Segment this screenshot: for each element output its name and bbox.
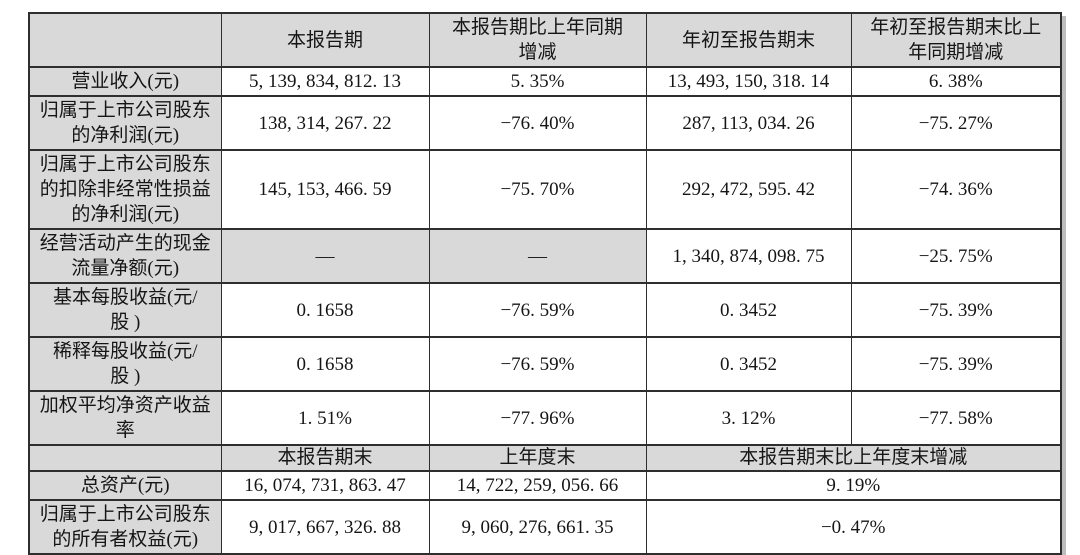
- cell-value: 0. 3452: [645, 336, 852, 392]
- cell-value: 9, 017, 667, 326. 88: [220, 499, 430, 555]
- column-header-end-of-last-year: 上年度末: [428, 444, 647, 472]
- column-header-end-of-period: 本报告期末: [220, 444, 430, 472]
- section2-header-row: 本报告期末 上年度末 本报告期末比上年度末增减: [28, 444, 1062, 472]
- cell-value: 5, 139, 834, 812. 13: [220, 66, 430, 97]
- row-label: 加权平均净资产收益率: [28, 390, 222, 446]
- cell-value: 1, 340, 874, 098. 75: [645, 228, 852, 284]
- cell-value: 6. 38%: [850, 66, 1062, 97]
- section1-header-row: 本报告期 本报告期比上年同期 增减 年初至报告期末 年初至报告期末比上 年同期增…: [28, 12, 1062, 68]
- table-row-net-profit: 归属于上市公司股东 的净利润(元) 138, 314, 267. 22 −76.…: [28, 95, 1062, 151]
- cell-value: 14, 722, 259, 056. 66: [428, 470, 647, 501]
- table-row-basic-eps: 基本每股收益(元/ 股 ) 0. 1658 −76. 59% 0. 3452 −…: [28, 282, 1062, 338]
- cell-value: 3. 12%: [645, 390, 852, 446]
- cell-value: 0. 1658: [220, 336, 430, 392]
- table-row-diluted-eps: 稀释每股收益(元/ 股 ) 0. 1658 −76. 59% 0. 3452 −…: [28, 336, 1062, 392]
- cell-value: −75. 39%: [850, 336, 1062, 392]
- row-label: 营业收入(元): [28, 66, 222, 97]
- column-header-period-vs-last-year-change: 本报告期末比上年度末增减: [645, 444, 1062, 472]
- cell-value: −77. 96%: [428, 390, 647, 446]
- cell-value: 13, 493, 150, 318. 14: [645, 66, 852, 97]
- cell-value: −75. 27%: [850, 95, 1062, 151]
- row-label: 总资产(元): [28, 470, 222, 501]
- table-row-weighted-avg-roe: 加权平均净资产收益率 1. 51% −77. 96% 3. 12% −77. 5…: [28, 390, 1062, 446]
- cell-value: −75. 70%: [428, 149, 647, 230]
- cell-value: −74. 36%: [850, 149, 1062, 230]
- table-row-total-assets: 总资产(元) 16, 074, 731, 863. 47 14, 722, 25…: [28, 470, 1062, 501]
- cell-value: 5. 35%: [428, 66, 647, 97]
- cell-value: 16, 074, 731, 863. 47: [220, 470, 430, 501]
- corner-blank-cell: [28, 12, 222, 68]
- cell-value: 9, 060, 276, 661. 35: [428, 499, 647, 555]
- table-row-operating-cash-flow: 经营活动产生的现金 流量净额(元) –– –– 1, 340, 874, 098…: [28, 228, 1062, 284]
- table-row-net-profit-excl-nonrecurring: 归属于上市公司股东 的扣除非经常性损益 的净利润(元) 145, 153, 46…: [28, 149, 1062, 230]
- row-label: 归属于上市公司股东 的扣除非经常性损益 的净利润(元): [28, 149, 222, 230]
- row-label: 归属于上市公司股东 的净利润(元): [28, 95, 222, 151]
- cell-value: 0. 3452: [645, 282, 852, 338]
- cell-value: −75. 39%: [850, 282, 1062, 338]
- row-label: 经营活动产生的现金 流量净额(元): [28, 228, 222, 284]
- cell-value: −76. 40%: [428, 95, 647, 151]
- cell-value: 138, 314, 267. 22: [220, 95, 430, 151]
- cell-value: −76. 59%: [428, 282, 647, 338]
- cell-value: 0. 1658: [220, 282, 430, 338]
- corner-blank-cell: [28, 444, 222, 472]
- row-label: 归属于上市公司股东 的所有者权益(元): [28, 499, 222, 555]
- cell-value: −0. 47%: [645, 499, 1062, 555]
- table-row-owners-equity: 归属于上市公司股东 的所有者权益(元) 9, 017, 667, 326. 88…: [28, 499, 1062, 555]
- table-row-operating-revenue: 营业收入(元) 5, 139, 834, 812. 13 5. 35% 13, …: [28, 66, 1062, 97]
- financial-summary-table: 本报告期 本报告期比上年同期 增减 年初至报告期末 年初至报告期末比上 年同期增…: [28, 12, 1062, 555]
- row-label: 基本每股收益(元/ 股 ): [28, 282, 222, 338]
- cell-value: 145, 153, 466. 59: [220, 149, 430, 230]
- cell-value: ––: [428, 228, 647, 284]
- column-header-year-to-date-yoy-change: 年初至报告期末比上 年同期增减: [850, 12, 1062, 68]
- cell-value: 9. 19%: [645, 470, 1062, 501]
- cell-value: −25. 75%: [850, 228, 1062, 284]
- column-header-year-to-date: 年初至报告期末: [645, 12, 852, 68]
- column-header-current-period-yoy-change: 本报告期比上年同期 增减: [428, 12, 647, 68]
- cell-value: ––: [220, 228, 430, 284]
- cell-value: −76. 59%: [428, 336, 647, 392]
- cell-value: 287, 113, 034. 26: [645, 95, 852, 151]
- cell-value: −77. 58%: [850, 390, 1062, 446]
- row-label: 稀释每股收益(元/ 股 ): [28, 336, 222, 392]
- cell-value: 292, 472, 595. 42: [645, 149, 852, 230]
- column-header-current-period: 本报告期: [220, 12, 430, 68]
- cell-value: 1. 51%: [220, 390, 430, 446]
